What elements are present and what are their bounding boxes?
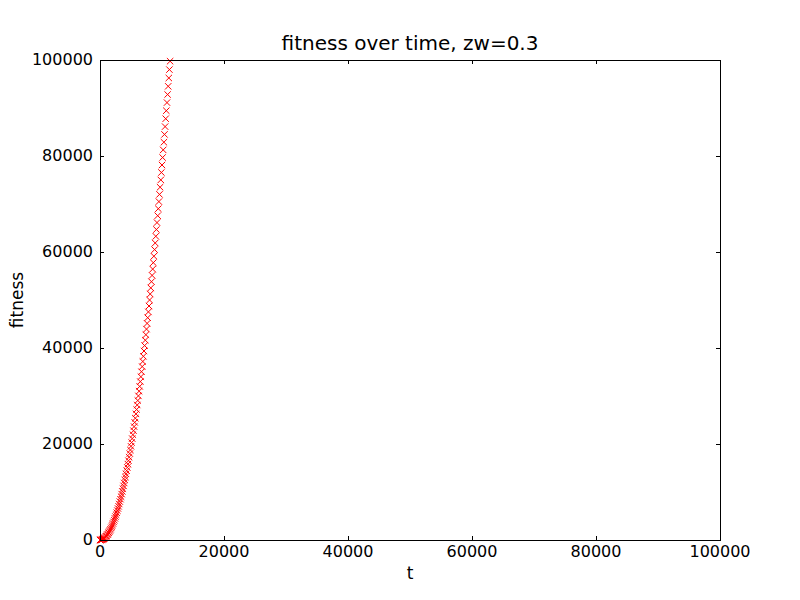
y-axis-label: fitness bbox=[8, 250, 26, 350]
data-series-group bbox=[97, 58, 174, 543]
x-tick-label: 80000 bbox=[551, 543, 641, 561]
x-tick-label: 20000 bbox=[179, 543, 269, 561]
y-tick-label: 80000 bbox=[42, 147, 93, 165]
x-tick-label: 100000 bbox=[675, 543, 765, 561]
y-tick-label: 40000 bbox=[42, 339, 93, 357]
chart-title: fitness over time, zw=0.3 bbox=[100, 31, 720, 55]
x-axis-label: t bbox=[100, 563, 720, 583]
x-tick-label: 40000 bbox=[303, 543, 393, 561]
y-tick-label: 100000 bbox=[32, 51, 93, 69]
plot-border bbox=[100, 60, 720, 540]
x-tick-label: 0 bbox=[55, 543, 145, 561]
y-tick-label: 0 bbox=[83, 531, 93, 549]
figure: fitness over time, zw=0.3 t fitness 0 200… bbox=[0, 0, 800, 600]
axis-frame bbox=[100, 60, 720, 540]
x-tick-label: 60000 bbox=[427, 543, 517, 561]
chart-canvas bbox=[0, 0, 800, 600]
y-tick-label: 60000 bbox=[42, 243, 93, 261]
data-series-path bbox=[97, 58, 174, 543]
y-tick-label: 20000 bbox=[42, 435, 93, 453]
